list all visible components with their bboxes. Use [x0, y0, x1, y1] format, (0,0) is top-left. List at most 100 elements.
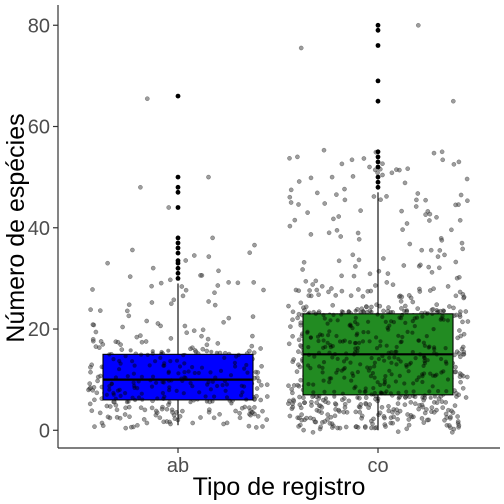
jitter-point	[210, 379, 215, 384]
jitter-point	[159, 349, 164, 355]
jitter-point	[183, 375, 188, 381]
jitter-point	[212, 302, 218, 308]
jitter-point	[453, 369, 459, 375]
jitter-point	[420, 372, 425, 377]
jitter-point	[416, 406, 422, 412]
jitter-point	[136, 379, 141, 384]
jitter-point	[328, 414, 334, 420]
jitter-point	[204, 348, 210, 354]
jitter-point	[367, 402, 373, 407]
jitter-point	[140, 397, 145, 402]
jitter-point	[402, 402, 408, 408]
jitter-point	[208, 370, 213, 375]
jitter-point	[337, 339, 343, 344]
jitter-point	[407, 241, 413, 247]
jitter-point	[319, 405, 325, 410]
jitter-point	[138, 184, 143, 190]
jitter-point	[167, 385, 172, 390]
jitter-point	[353, 384, 358, 389]
jitter-point	[211, 415, 217, 421]
jitter-point	[450, 98, 456, 104]
jitter-point	[353, 315, 358, 320]
jitter-point	[88, 364, 93, 370]
jitter-point	[181, 391, 186, 396]
y-tick-label: 40	[28, 218, 50, 240]
jitter-point	[190, 420, 195, 426]
jitter-point	[93, 329, 99, 335]
jitter-point	[378, 339, 383, 344]
jitter-point	[329, 376, 334, 381]
jitter-point	[404, 362, 409, 368]
jitter-point	[296, 288, 302, 294]
jitter-point	[319, 283, 325, 289]
jitter-point	[432, 350, 437, 355]
jitter-point	[88, 385, 93, 391]
jitter-point	[382, 391, 387, 396]
jitter-point	[308, 335, 313, 340]
jitter-point	[287, 223, 293, 229]
jitter-point	[372, 425, 378, 431]
jitter-point	[223, 388, 228, 393]
jitter-point	[164, 406, 170, 412]
jitter-point	[177, 364, 183, 369]
jitter-point	[378, 197, 383, 202]
jitter-point	[439, 370, 444, 375]
jitter-point	[95, 378, 100, 384]
jitter-point	[330, 355, 335, 360]
jitter-point	[132, 383, 137, 388]
jitter-point	[168, 421, 173, 427]
jitter-point	[339, 309, 344, 314]
jitter-point	[168, 359, 173, 364]
jitter-point	[351, 273, 357, 279]
jitter-point	[456, 159, 462, 165]
jitter-point	[410, 299, 416, 305]
jitter-point	[192, 370, 197, 376]
jitter-point	[188, 346, 193, 352]
jitter-point	[332, 389, 337, 394]
jitter-point	[323, 399, 328, 405]
outlier-point	[175, 265, 181, 271]
outlier-point	[375, 174, 381, 180]
jitter-point	[308, 175, 314, 181]
jitter-point	[437, 248, 443, 253]
jitter-point	[292, 217, 298, 223]
jitter-point	[383, 424, 388, 429]
jitter-point	[378, 390, 383, 395]
jitter-point	[391, 320, 396, 325]
jitter-point	[338, 234, 344, 239]
jitter-point	[123, 425, 128, 431]
jitter-point	[335, 367, 340, 372]
jitter-point	[426, 264, 432, 270]
jitter-point	[356, 257, 362, 263]
jitter-point	[394, 344, 399, 350]
jitter-point	[198, 273, 203, 278]
jitter-point	[160, 390, 165, 396]
jitter-point	[318, 332, 323, 337]
jitter-point	[298, 343, 303, 348]
outlier-point	[175, 276, 181, 281]
jitter-point	[176, 371, 181, 376]
jitter-point	[383, 374, 388, 379]
jitter-point	[144, 318, 149, 324]
jitter-point	[346, 398, 352, 404]
jitter-point	[105, 414, 111, 420]
jitter-point	[296, 415, 302, 421]
jitter-point	[456, 351, 462, 356]
jitter-point	[386, 327, 391, 332]
jitter-point	[430, 311, 435, 316]
jitter-point	[258, 397, 264, 403]
jitter-point	[109, 381, 114, 387]
jitter-point	[139, 339, 145, 345]
jitter-point	[414, 315, 420, 320]
jitter-point	[425, 311, 430, 316]
jitter-point	[402, 381, 407, 386]
jitter-point	[355, 307, 360, 312]
jitter-point	[371, 386, 376, 391]
jitter-point	[126, 302, 132, 308]
jitter-point	[313, 311, 318, 316]
jitter-point	[337, 425, 343, 431]
jitter-point	[452, 403, 458, 408]
jitter-point	[287, 155, 292, 161]
jitter-point	[363, 395, 369, 400]
jitter-point	[429, 405, 435, 410]
